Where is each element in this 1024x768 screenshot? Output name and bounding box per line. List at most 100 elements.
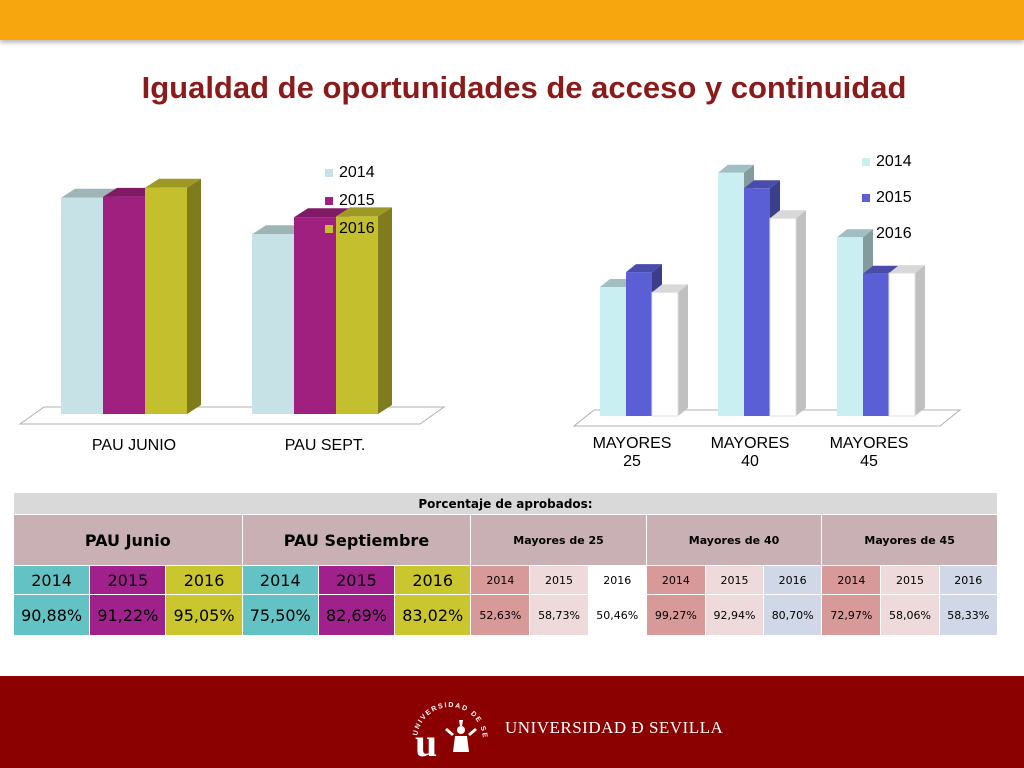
legend-label-2014: 2014 bbox=[339, 164, 375, 181]
bar-top bbox=[837, 229, 873, 238]
bar-2016-1 bbox=[336, 216, 378, 414]
bar-side bbox=[187, 178, 201, 414]
legend-item-2016: 2016 bbox=[325, 215, 375, 243]
bar-top bbox=[744, 180, 780, 189]
bar-2015-1 bbox=[744, 188, 770, 416]
legend-label-2016: 2016 bbox=[339, 220, 375, 237]
footer-bar bbox=[0, 676, 1024, 768]
legend-item-2016: 2016 bbox=[862, 216, 912, 252]
category-label: MAYORES bbox=[830, 435, 909, 452]
bar-2014-1 bbox=[718, 172, 744, 416]
year-cell: 2016 bbox=[587, 565, 647, 595]
value-cell: 99,27% bbox=[645, 594, 706, 636]
legend-label-2014: 2014 bbox=[876, 153, 912, 170]
group-header: Mayores de 45 bbox=[821, 514, 998, 566]
bar-side bbox=[915, 265, 925, 416]
value-cell: 72,97% bbox=[821, 594, 882, 636]
value-cell: 58,06% bbox=[880, 594, 940, 636]
year-cell: 2016 bbox=[394, 565, 472, 595]
legend-swatch-2014 bbox=[862, 158, 870, 166]
value-cell: 83,02% bbox=[394, 594, 472, 636]
group-header: Mayores de 40 bbox=[645, 514, 823, 566]
value-cell: 58,73% bbox=[529, 594, 589, 636]
legend-swatch-2014 bbox=[325, 169, 333, 177]
top-accent-bar bbox=[0, 0, 1024, 40]
year-cell: 2015 bbox=[704, 565, 765, 595]
group-header: PAU Septiembre bbox=[241, 514, 472, 566]
group-header: Mayores de 25 bbox=[470, 514, 647, 566]
bar-top bbox=[718, 164, 754, 173]
value-cell: 92,94% bbox=[704, 594, 765, 636]
legend-swatch-2015 bbox=[862, 194, 870, 202]
legend-item-2014: 2014 bbox=[862, 144, 912, 180]
bar-top bbox=[863, 265, 899, 274]
category-label: MAYORES bbox=[711, 435, 790, 452]
legend-swatch-2016 bbox=[862, 230, 870, 238]
legend-label-2015: 2015 bbox=[876, 189, 912, 206]
bar-2015-0 bbox=[626, 272, 652, 416]
category-label: PAU JUNIO bbox=[92, 437, 176, 454]
year-cell: 2015 bbox=[317, 565, 396, 595]
bar-top bbox=[626, 264, 662, 273]
bar-top bbox=[770, 210, 806, 219]
category-label: 45 bbox=[860, 453, 878, 470]
university-wordmark: UNIVERSIDAD Ð SEVILLA bbox=[505, 718, 724, 737]
bar-side bbox=[678, 284, 688, 416]
legend-item-2014: 2014 bbox=[325, 159, 375, 187]
year-cell: 2015 bbox=[89, 565, 167, 595]
value-cell: 95,05% bbox=[165, 594, 243, 636]
category-label: PAU SEPT. bbox=[285, 437, 366, 454]
year-cell: 2014 bbox=[821, 565, 882, 595]
legend-label-2016: 2016 bbox=[876, 225, 912, 242]
bar-2016-2 bbox=[888, 272, 916, 417]
bar-2016-1 bbox=[769, 217, 797, 417]
year-cell: 2014 bbox=[645, 565, 706, 595]
bar-top bbox=[652, 284, 688, 293]
year-cell: 2014 bbox=[241, 565, 319, 595]
category-label: 25 bbox=[623, 453, 641, 470]
year-cell: 2016 bbox=[763, 565, 823, 595]
year-cell: 2015 bbox=[880, 565, 940, 595]
legend-item-2015: 2015 bbox=[325, 187, 375, 215]
pau-bar-chart: PAU JUNIO PAU SEPT. MAYORES25MAYORES40MAYO… bbox=[18, 164, 962, 470]
value-cell: 90,88% bbox=[12, 594, 91, 636]
bar-2014-2 bbox=[837, 237, 863, 416]
value-cell: 50,46% bbox=[587, 594, 647, 636]
year-cell: 2014 bbox=[12, 565, 91, 595]
value-cell: 52,63% bbox=[470, 594, 531, 636]
year-cell: 2015 bbox=[529, 565, 589, 595]
bar-top bbox=[889, 265, 925, 274]
bar-2014-0 bbox=[600, 287, 626, 416]
page-title: Igualdad de oportunidades de acceso y co… bbox=[141, 70, 907, 105]
bar-top bbox=[145, 178, 201, 188]
category-label: MAYORES bbox=[593, 435, 672, 452]
bar-side bbox=[378, 207, 392, 414]
bar-2014-0 bbox=[61, 197, 103, 414]
value-cell: 91,22% bbox=[89, 594, 167, 636]
year-cell: 2016 bbox=[165, 565, 243, 595]
bar-2015-1 bbox=[294, 217, 336, 414]
bar-2014-1 bbox=[252, 234, 294, 414]
value-cell: 75,50% bbox=[241, 594, 319, 636]
category-label: 40 bbox=[741, 453, 759, 470]
bar-side bbox=[796, 210, 806, 416]
bar-2015-2 bbox=[863, 273, 889, 416]
value-cell: 80,70% bbox=[763, 594, 823, 636]
results-table: Porcentaje de aprobados: PAU Junio PAU S… bbox=[12, 492, 999, 636]
year-cell: 2014 bbox=[470, 565, 531, 595]
bar-2016-0 bbox=[651, 291, 679, 417]
legend-swatch-2016 bbox=[325, 225, 333, 233]
bar-top bbox=[336, 207, 392, 217]
year-cell: 2016 bbox=[938, 565, 999, 595]
bar-top bbox=[61, 188, 117, 198]
bar-2015-0 bbox=[103, 196, 145, 414]
mayores-chart-legend: 2014 2015 2016 bbox=[862, 144, 912, 252]
bar-2016-0 bbox=[145, 187, 187, 414]
group-header: PAU Junio bbox=[13, 514, 243, 566]
svg-text:u: u bbox=[415, 720, 437, 762]
legend-item-2015: 2015 bbox=[862, 180, 912, 216]
table-caption: Porcentaje de aprobados: bbox=[13, 492, 998, 515]
legend-swatch-2015 bbox=[325, 197, 333, 205]
legend-label-2015: 2015 bbox=[339, 192, 375, 209]
pau-chart-legend: 2014 2015 2016 bbox=[325, 159, 375, 243]
